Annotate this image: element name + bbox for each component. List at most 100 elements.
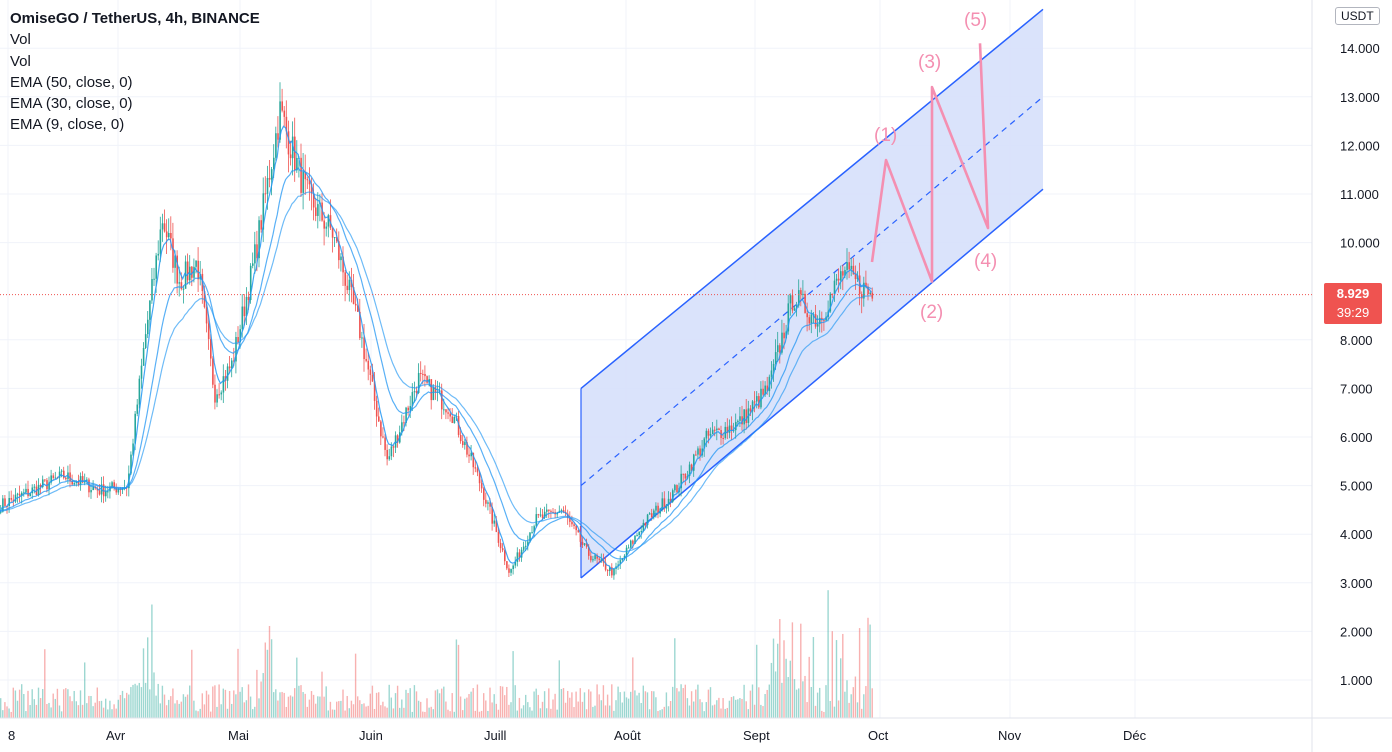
candle-body (237, 337, 239, 343)
volume-bar (861, 708, 863, 718)
x-tick-label: Mai (228, 728, 249, 743)
indicator-label[interactable]: Vol (10, 31, 31, 49)
candle-body (365, 359, 367, 361)
volume-bar (369, 693, 371, 718)
volume-bar (182, 694, 185, 718)
volume-bar (711, 705, 714, 718)
candle-body (405, 407, 407, 424)
volume-bar (588, 689, 590, 718)
candle-body (495, 520, 498, 533)
candle-body (516, 552, 519, 562)
volume-bar (128, 694, 130, 718)
volume-bar (273, 692, 275, 718)
candle-body (470, 452, 472, 457)
candle-body (793, 308, 796, 311)
y-tick-label: 5.000 (1340, 479, 1373, 494)
volume-bar (123, 698, 126, 718)
currency-badge[interactable]: USDT (1335, 7, 1380, 25)
volume-bar (231, 703, 233, 718)
volume-bar (23, 694, 25, 718)
volume-bar (46, 704, 48, 718)
candle-body (254, 244, 256, 264)
candle-body (199, 273, 202, 280)
volume-bar (690, 691, 693, 718)
volume-bar (514, 685, 516, 718)
volume-bar (493, 694, 495, 718)
volume-bar (518, 697, 521, 718)
candle-body (294, 136, 296, 171)
candle-body (287, 131, 290, 155)
volume-bar (48, 702, 50, 718)
indicator-label[interactable]: EMA (50, close, 0) (10, 73, 133, 91)
volume-bar (451, 693, 453, 718)
volume-bar (684, 684, 686, 718)
wave-label: (1) (874, 125, 897, 146)
x-tick-label: Oct (868, 728, 889, 743)
candle-body (90, 490, 92, 493)
candle-body (29, 493, 31, 497)
volume-bar (201, 693, 203, 718)
volume-bar (735, 699, 737, 718)
volume-bar (394, 693, 397, 718)
candle-body (474, 467, 477, 469)
candle-body (308, 179, 311, 185)
candle-body (218, 394, 220, 396)
indicator-label[interactable]: EMA (30, close, 0) (10, 95, 133, 113)
volume-bar (621, 702, 623, 718)
candle-body (27, 488, 29, 497)
volume-bar (56, 688, 59, 718)
volume-bar (512, 651, 514, 718)
candle-body (228, 366, 231, 369)
candle-body (210, 339, 212, 359)
volume-bar (772, 638, 775, 718)
candle-body (571, 521, 573, 525)
volume-bar (270, 639, 273, 718)
volume-bar (707, 689, 710, 718)
candle-body (527, 541, 529, 546)
symbol-title: OmiseGO / TetherUS, 4h, BINANCE (10, 10, 260, 27)
volume-bar (176, 700, 178, 718)
candle-body (363, 337, 365, 360)
volume-bar (407, 693, 409, 718)
candle-body (831, 293, 834, 295)
volume-bar (365, 706, 367, 718)
candle-body (172, 238, 174, 268)
candle-body (451, 416, 454, 424)
volume-bar (348, 708, 350, 718)
volume-bar (331, 709, 334, 718)
volume-bar (319, 696, 321, 718)
y-tick-label: 11.000 (1340, 187, 1379, 202)
indicator-label[interactable]: EMA (9, close, 0) (10, 116, 125, 134)
candle-body (837, 278, 840, 281)
volume-bar (756, 644, 758, 718)
volume-bar (682, 688, 684, 718)
volume-bar (663, 706, 665, 718)
volume-bar (522, 705, 525, 718)
indicator-label[interactable]: Vol (10, 52, 31, 70)
volume-bar (709, 687, 712, 718)
volume-bar (562, 688, 565, 718)
volume-bar (699, 699, 701, 718)
volume-bar (153, 672, 155, 718)
candle-body (136, 404, 139, 414)
candle-body (772, 363, 775, 371)
candle-body (579, 532, 582, 542)
y-tick-label: 6.000 (1340, 430, 1373, 445)
volume-bar (392, 708, 395, 718)
candle-body (522, 546, 525, 550)
volume-bar (411, 711, 413, 718)
candle-body (638, 531, 640, 535)
volume-bar (510, 702, 512, 718)
volume-bar (363, 703, 365, 718)
candle-body (606, 569, 609, 572)
volume-bar (537, 694, 539, 718)
candle-body (714, 429, 716, 431)
volume-bar (737, 699, 739, 718)
channel-fill (581, 9, 1043, 578)
volume-bar (241, 687, 243, 718)
volume-bar (821, 710, 823, 718)
volume-bar (409, 688, 411, 718)
volume-bar (310, 691, 313, 718)
x-tick-label: Août (614, 728, 641, 743)
